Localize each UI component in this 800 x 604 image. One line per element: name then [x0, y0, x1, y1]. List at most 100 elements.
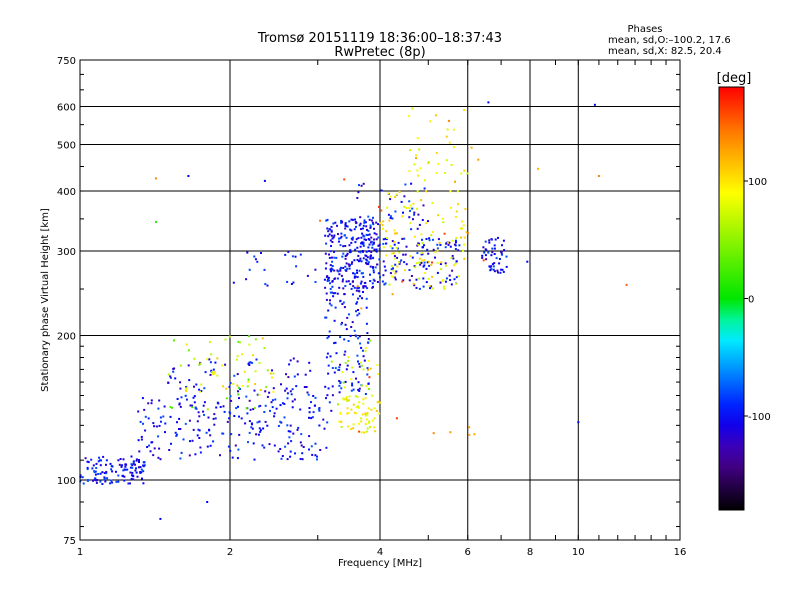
data-point [158, 424, 161, 427]
data-point [354, 218, 356, 221]
data-point [346, 316, 349, 319]
data-point [367, 215, 370, 218]
data-point [202, 410, 205, 413]
data-point [445, 277, 448, 280]
data-point [339, 267, 342, 270]
data-point [356, 271, 359, 274]
data-point [492, 265, 495, 268]
data-point [147, 417, 150, 420]
data-point [365, 238, 367, 241]
data-point [187, 349, 190, 352]
data-point [483, 251, 486, 254]
data-point [426, 261, 429, 264]
data-point [140, 438, 143, 441]
data-point [292, 357, 295, 360]
data-point [330, 360, 333, 363]
data-point [389, 245, 392, 248]
data-point [460, 172, 463, 175]
data-point [131, 471, 134, 474]
data-point [95, 462, 98, 465]
data-point [428, 260, 431, 263]
data-point [266, 424, 269, 427]
data-point [461, 220, 463, 223]
data-point [369, 265, 372, 268]
data-point [367, 359, 370, 362]
data-point [249, 408, 252, 411]
data-point [211, 371, 214, 373]
data-point [362, 402, 365, 405]
data-point [453, 264, 455, 267]
data-point [339, 336, 342, 339]
data-point [157, 456, 160, 459]
data-point [390, 252, 393, 255]
data-point [266, 395, 269, 398]
data-point [275, 407, 278, 410]
data-point [357, 237, 360, 240]
data-point [412, 282, 415, 285]
data-point [290, 283, 293, 285]
data-point [336, 277, 339, 280]
data-point [346, 225, 349, 228]
data-point [368, 218, 371, 221]
data-point [421, 238, 423, 241]
data-point [373, 417, 376, 420]
data-point [179, 405, 182, 408]
data-point [271, 399, 274, 402]
data-point [208, 341, 211, 344]
data-point [238, 415, 240, 418]
data-point [316, 458, 318, 461]
data-point [356, 258, 359, 261]
x-tick-label: 6 [465, 547, 471, 558]
data-point [392, 267, 394, 270]
data-point [86, 479, 89, 481]
data-point [368, 233, 371, 236]
data-point [372, 269, 375, 272]
data-point [264, 420, 267, 423]
data-point [344, 227, 347, 230]
data-point [333, 342, 336, 345]
data-point [381, 224, 384, 227]
data-point [179, 381, 182, 384]
data-point [154, 177, 157, 180]
data-point [305, 386, 308, 388]
data-point [452, 257, 455, 260]
data-point [339, 363, 342, 366]
data-point [442, 221, 445, 224]
data-point [348, 244, 351, 247]
data-point [357, 309, 359, 311]
data-point [263, 446, 266, 449]
data-point [389, 195, 392, 198]
data-point [457, 203, 459, 206]
data-point [110, 468, 113, 471]
data-point [409, 209, 411, 212]
data-point [376, 263, 379, 266]
data-point [493, 247, 496, 250]
data-point [413, 163, 416, 166]
data-point [408, 207, 411, 209]
data-point [386, 237, 389, 239]
data-point [330, 409, 333, 412]
data-point [455, 236, 458, 239]
data-point [359, 251, 362, 254]
data-point [365, 233, 368, 236]
data-point [299, 408, 302, 411]
data-point [338, 391, 341, 394]
data-point [372, 278, 375, 281]
data-point [157, 435, 160, 438]
data-point [124, 463, 127, 466]
data-point [369, 273, 371, 276]
data-point [345, 398, 348, 400]
data-point [358, 390, 361, 392]
data-point [180, 396, 183, 399]
data-point [253, 255, 256, 258]
data-point [228, 385, 231, 388]
data-point [187, 175, 190, 177]
data-point [213, 423, 216, 426]
data-point [338, 273, 341, 276]
data-point [163, 405, 166, 408]
data-point [502, 239, 505, 242]
data-point [358, 312, 361, 315]
data-point [364, 281, 367, 284]
data-point [393, 255, 396, 258]
